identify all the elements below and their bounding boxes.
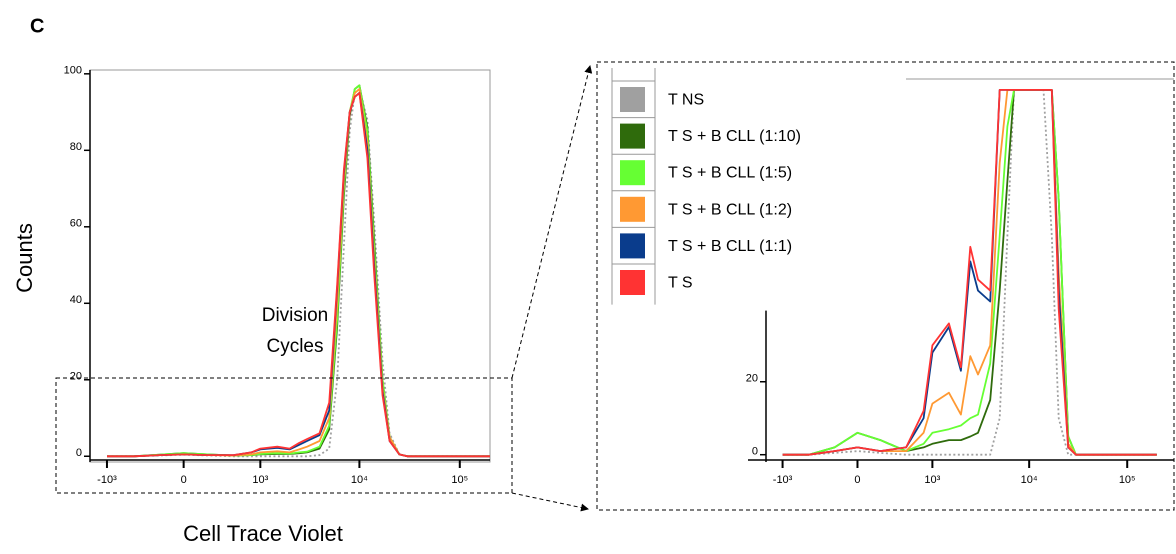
y-tick-label: 60: [70, 218, 82, 230]
x-tick-label: -10³: [97, 474, 117, 486]
histogram-line: [107, 84, 490, 458]
y-tick-label: 0: [752, 446, 758, 458]
histogram-line: [107, 88, 490, 458]
histogram-line: [107, 92, 490, 458]
legend-swatch: [620, 160, 645, 186]
histogram-line: [782, 89, 1157, 456]
legend-swatch: [620, 196, 645, 222]
legend-label: T S + B CLL (1:1): [668, 238, 792, 255]
x-tick-label: 10⁵: [451, 474, 468, 486]
zoom-arrow: [511, 492, 589, 512]
histogram-line: [782, 89, 1157, 456]
legend-swatch: [620, 233, 645, 259]
legend-label: T S: [668, 275, 693, 292]
zoom-arrow: [511, 65, 593, 379]
legend-label: T S + B CLL (1:5): [668, 165, 792, 182]
x-tick-label: 10³: [252, 474, 268, 486]
legend-label: T NS: [668, 92, 704, 109]
panel-label: C: [30, 15, 44, 37]
legend-swatch: [620, 270, 645, 295]
annotation: Cycles: [266, 336, 323, 357]
histogram-line: [107, 88, 490, 458]
series-group: [782, 89, 1157, 456]
legend-swatch: [620, 87, 645, 112]
histogram-line: [107, 84, 490, 458]
chart-left: 0 20 40 60 80 100 -10³ 0 10³ 10⁴ 10⁵: [64, 65, 491, 486]
y-tick-label: 20: [70, 371, 82, 383]
legend-box: [612, 68, 906, 311]
legend-swatch: [620, 123, 645, 149]
x-tick-label: 0: [854, 474, 860, 486]
x-axis-label: Cell Trace Violet: [183, 521, 343, 546]
x-tick-label: 10⁵: [1119, 474, 1136, 486]
histogram-line: [782, 89, 1157, 456]
legend-label: T S + B CLL (1:2): [668, 201, 792, 218]
y-tick-label: 0: [76, 447, 82, 459]
annotation: Division: [262, 305, 329, 326]
x-tick-label: -10³: [773, 474, 793, 486]
series-group: [107, 84, 490, 458]
x-tick-label: 10⁴: [1021, 474, 1038, 486]
y-tick-label: 100: [64, 65, 82, 77]
y-tick-label: 40: [70, 294, 82, 306]
legend-label: T S + B CLL (1:10): [668, 128, 801, 145]
y-tick-label: 20: [746, 373, 758, 385]
zoom-panel-box: [596, 61, 1175, 511]
x-tick-label: 10⁴: [351, 474, 368, 486]
y-axis-label: Counts: [12, 223, 37, 293]
histogram-line: [107, 92, 490, 458]
zoom-box: [55, 377, 513, 494]
plot-frame: [89, 69, 491, 463]
y-tick-label: 80: [70, 141, 82, 153]
x-tick-label: 0: [181, 474, 187, 486]
x-tick-label: 10³: [924, 474, 940, 486]
